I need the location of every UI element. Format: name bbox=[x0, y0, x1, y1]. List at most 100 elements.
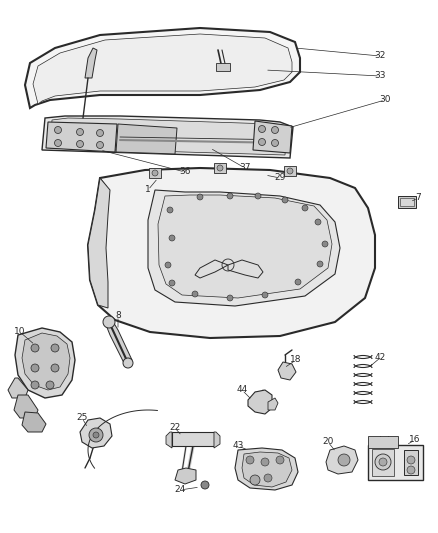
Text: 7: 7 bbox=[415, 193, 421, 203]
Text: 25: 25 bbox=[76, 414, 88, 423]
Polygon shape bbox=[278, 362, 296, 380]
Polygon shape bbox=[214, 432, 220, 448]
Circle shape bbox=[169, 280, 175, 286]
Circle shape bbox=[167, 207, 173, 213]
Circle shape bbox=[375, 454, 391, 470]
Circle shape bbox=[201, 481, 209, 489]
Polygon shape bbox=[22, 333, 70, 390]
Circle shape bbox=[192, 291, 198, 297]
Circle shape bbox=[407, 466, 415, 474]
Polygon shape bbox=[148, 190, 340, 306]
Circle shape bbox=[51, 344, 59, 352]
Circle shape bbox=[93, 432, 99, 438]
Text: 36: 36 bbox=[179, 167, 191, 176]
Circle shape bbox=[287, 168, 293, 174]
Circle shape bbox=[264, 474, 272, 482]
Polygon shape bbox=[253, 121, 292, 153]
Polygon shape bbox=[116, 124, 177, 154]
Bar bbox=[172, 432, 214, 446]
Text: 8: 8 bbox=[115, 311, 121, 320]
Circle shape bbox=[317, 261, 323, 267]
Circle shape bbox=[54, 126, 61, 133]
Polygon shape bbox=[248, 390, 272, 414]
Bar bbox=[400, 198, 414, 206]
Bar bbox=[216, 63, 230, 71]
Circle shape bbox=[258, 139, 265, 146]
Text: 24: 24 bbox=[174, 486, 186, 495]
Circle shape bbox=[77, 128, 84, 135]
Polygon shape bbox=[158, 195, 332, 298]
Bar bbox=[149, 168, 161, 178]
Circle shape bbox=[96, 130, 103, 136]
Circle shape bbox=[407, 456, 415, 464]
Circle shape bbox=[250, 475, 260, 485]
Circle shape bbox=[282, 197, 288, 203]
Polygon shape bbox=[326, 446, 358, 474]
Bar bbox=[404, 450, 418, 475]
Circle shape bbox=[276, 456, 284, 464]
Circle shape bbox=[315, 219, 321, 225]
Circle shape bbox=[379, 458, 387, 466]
Polygon shape bbox=[33, 34, 292, 104]
Circle shape bbox=[165, 262, 171, 268]
Polygon shape bbox=[242, 452, 292, 487]
Circle shape bbox=[89, 428, 103, 442]
Text: 10: 10 bbox=[14, 327, 26, 336]
Text: 1: 1 bbox=[145, 185, 151, 195]
Text: 18: 18 bbox=[290, 356, 302, 365]
Polygon shape bbox=[50, 118, 287, 155]
Bar bbox=[398, 196, 416, 208]
Bar bbox=[214, 163, 226, 173]
Circle shape bbox=[295, 279, 301, 285]
Text: 44: 44 bbox=[237, 385, 247, 394]
Circle shape bbox=[302, 205, 308, 211]
Polygon shape bbox=[85, 48, 97, 78]
Circle shape bbox=[46, 381, 54, 389]
Text: 29: 29 bbox=[274, 174, 286, 182]
Polygon shape bbox=[88, 168, 375, 338]
Bar bbox=[368, 445, 423, 480]
Polygon shape bbox=[14, 395, 38, 418]
Polygon shape bbox=[88, 178, 110, 308]
Circle shape bbox=[261, 458, 269, 466]
Circle shape bbox=[227, 193, 233, 199]
Circle shape bbox=[77, 141, 84, 148]
Bar bbox=[372, 449, 394, 476]
Bar bbox=[368, 436, 398, 448]
Circle shape bbox=[169, 235, 175, 241]
Circle shape bbox=[51, 364, 59, 372]
Polygon shape bbox=[25, 28, 300, 108]
Circle shape bbox=[152, 170, 158, 176]
Text: 32: 32 bbox=[374, 52, 386, 61]
Circle shape bbox=[31, 364, 39, 372]
Polygon shape bbox=[46, 122, 117, 152]
Circle shape bbox=[31, 344, 39, 352]
Polygon shape bbox=[268, 398, 278, 410]
Circle shape bbox=[197, 194, 203, 200]
Circle shape bbox=[227, 295, 233, 301]
Bar bbox=[284, 166, 296, 176]
Polygon shape bbox=[42, 116, 293, 158]
Polygon shape bbox=[22, 412, 46, 432]
Circle shape bbox=[217, 165, 223, 171]
Circle shape bbox=[338, 454, 350, 466]
Text: 20: 20 bbox=[322, 438, 334, 447]
Polygon shape bbox=[80, 418, 112, 448]
Circle shape bbox=[246, 456, 254, 464]
Circle shape bbox=[322, 241, 328, 247]
Text: 37: 37 bbox=[239, 164, 251, 173]
Circle shape bbox=[255, 193, 261, 199]
Circle shape bbox=[262, 292, 268, 298]
Text: 43: 43 bbox=[232, 441, 244, 450]
Text: 16: 16 bbox=[409, 435, 421, 445]
Circle shape bbox=[272, 126, 279, 133]
Polygon shape bbox=[166, 432, 172, 448]
Text: 22: 22 bbox=[170, 424, 180, 432]
Circle shape bbox=[96, 141, 103, 149]
Circle shape bbox=[123, 358, 133, 368]
Text: 30: 30 bbox=[379, 95, 391, 104]
Text: 42: 42 bbox=[374, 353, 385, 362]
Polygon shape bbox=[175, 468, 196, 484]
Circle shape bbox=[31, 381, 39, 389]
Circle shape bbox=[258, 125, 265, 133]
